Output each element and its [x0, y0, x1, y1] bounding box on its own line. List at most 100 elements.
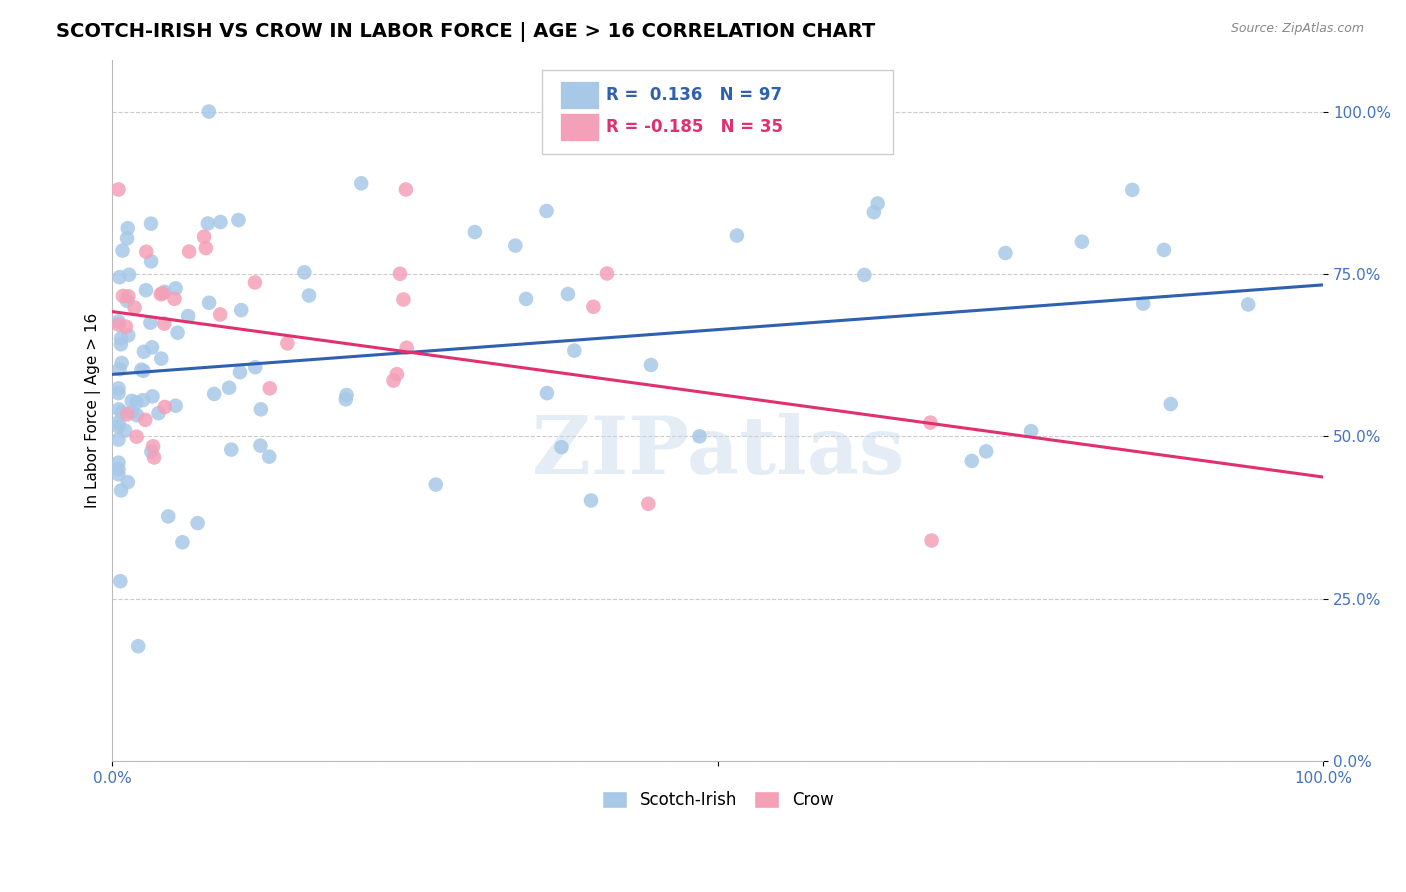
Point — [125, 409, 148, 423]
Point — [725, 228, 748, 243]
Point — [152, 286, 174, 301]
Point — [157, 509, 180, 524]
Point — [118, 268, 141, 282]
Point — [1132, 296, 1154, 310]
Point — [107, 402, 129, 417]
Point — [385, 367, 408, 381]
Point — [259, 381, 281, 395]
Point — [143, 450, 166, 465]
Point — [108, 270, 131, 285]
Point — [187, 516, 209, 530]
Point — [127, 639, 149, 653]
Point — [853, 268, 876, 282]
Point — [132, 344, 155, 359]
Point — [107, 467, 129, 482]
Point — [395, 182, 418, 196]
FancyBboxPatch shape — [561, 113, 599, 141]
Point — [132, 393, 155, 408]
Point — [1019, 424, 1042, 438]
FancyBboxPatch shape — [543, 70, 893, 154]
Point — [125, 395, 148, 409]
Point — [111, 356, 134, 370]
Point — [637, 497, 659, 511]
Point — [218, 381, 240, 395]
Point — [111, 244, 134, 258]
Point — [974, 444, 997, 458]
Point — [582, 300, 605, 314]
Point — [110, 574, 132, 589]
Point — [231, 303, 253, 318]
Point — [1160, 397, 1182, 411]
Point — [536, 204, 558, 219]
Point — [165, 399, 187, 413]
Point — [117, 221, 139, 235]
Point — [229, 365, 252, 379]
Y-axis label: In Labor Force | Age > 16: In Labor Force | Age > 16 — [86, 313, 101, 508]
Point — [115, 319, 138, 334]
Point — [139, 254, 162, 268]
Point — [1070, 235, 1092, 249]
Point — [153, 400, 176, 414]
Point — [276, 336, 298, 351]
Text: ZIPatlas: ZIPatlas — [531, 413, 904, 491]
Point — [505, 238, 527, 252]
Point — [209, 308, 232, 322]
Point — [515, 292, 537, 306]
Point — [395, 341, 418, 355]
Point — [132, 364, 155, 378]
Point — [350, 177, 373, 191]
Point — [141, 340, 163, 354]
Point — [1153, 243, 1175, 257]
Point — [139, 217, 162, 231]
Point — [245, 360, 267, 375]
Point — [689, 429, 711, 443]
Point — [141, 444, 163, 458]
Point — [108, 362, 131, 376]
Point — [131, 362, 153, 376]
Point — [921, 533, 943, 548]
Point — [179, 244, 201, 259]
Point — [960, 454, 983, 468]
Point — [228, 213, 250, 227]
Point — [1237, 297, 1260, 311]
Point — [115, 231, 138, 245]
Point — [866, 196, 889, 211]
Point — [117, 289, 139, 303]
Text: SCOTCH-IRISH VS CROW IN LABOR FORCE | AGE > 16 CORRELATION CHART: SCOTCH-IRISH VS CROW IN LABOR FORCE | AG… — [56, 22, 876, 42]
Point — [557, 287, 579, 301]
Point — [150, 351, 173, 366]
FancyBboxPatch shape — [561, 80, 599, 109]
Point — [149, 287, 172, 301]
Point — [550, 440, 572, 454]
Point — [249, 439, 271, 453]
Point — [107, 433, 129, 447]
Point — [107, 416, 129, 430]
Point — [153, 285, 176, 299]
Point — [425, 477, 447, 491]
Point — [134, 413, 156, 427]
Point — [382, 374, 405, 388]
Point — [579, 493, 602, 508]
Point — [135, 283, 157, 297]
Point — [197, 216, 219, 230]
Point — [863, 205, 886, 219]
Point — [117, 328, 139, 343]
Point — [107, 182, 129, 196]
Point — [298, 288, 321, 302]
Point — [464, 225, 486, 239]
Point — [994, 246, 1017, 260]
Point — [165, 281, 187, 295]
Point — [209, 215, 232, 229]
Point — [166, 326, 188, 340]
Point — [107, 419, 129, 434]
Point — [250, 402, 273, 417]
Point — [107, 318, 129, 332]
Point — [640, 358, 662, 372]
Point — [335, 392, 357, 407]
Point — [115, 293, 138, 308]
Point — [163, 292, 186, 306]
Point — [110, 331, 132, 345]
Point — [562, 343, 585, 358]
Point — [139, 316, 162, 330]
Point — [110, 337, 132, 351]
